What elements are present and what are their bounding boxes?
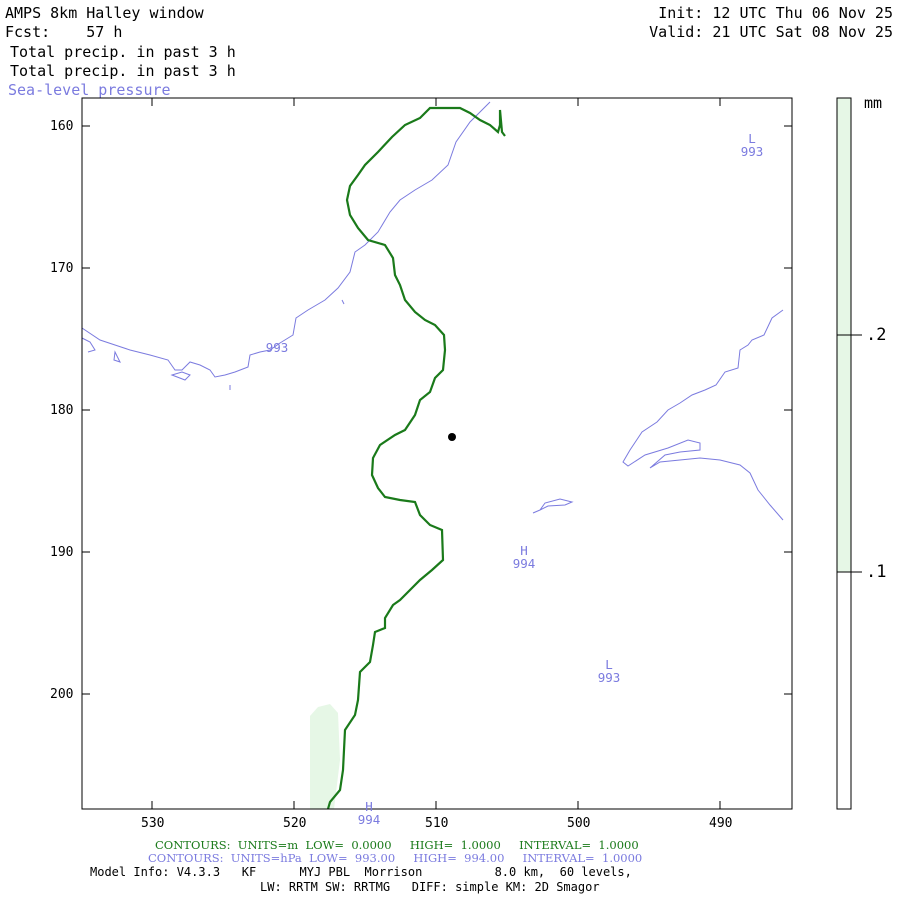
x-axis-ticks xyxy=(151,98,721,809)
y-tick-label: 190 xyxy=(50,545,74,560)
contours-pressure-info: CONTOURS: UNITS=hPa LOW= 993.00 HIGH= 99… xyxy=(148,851,643,865)
y-axis-ticks xyxy=(82,125,792,695)
legend-unit: mm xyxy=(864,94,883,112)
contours-green-info: CONTOURS: UNITS=m LOW= 0.0000 HIGH= 1.00… xyxy=(155,838,639,852)
field-label-pressure: Sea-level pressure xyxy=(8,81,171,99)
precip-shading xyxy=(310,704,340,809)
legend-fill-upper xyxy=(836,97,852,336)
x-tick-label: 500 xyxy=(567,816,591,831)
y-tick-label: 170 xyxy=(50,261,74,276)
legend-fill-middle xyxy=(836,334,852,573)
pressure-label-high: H 994 xyxy=(512,543,536,571)
x-tick-label: 510 xyxy=(425,816,449,831)
forecast-hour: Fcst: 57 h xyxy=(5,23,123,41)
pressure-contours xyxy=(81,101,784,521)
pressure-label-low: L 993 xyxy=(740,131,764,159)
init-time: Init: 12 UTC Thu 06 Nov 25 xyxy=(658,4,893,22)
legend-label: .2 xyxy=(866,325,887,345)
pressure-label-high: H 994 xyxy=(357,799,381,827)
y-tick-label: 200 xyxy=(50,687,74,702)
valid-time: Valid: 21 UTC Sat 08 Nov 25 xyxy=(649,23,893,41)
legend-fill-lower xyxy=(836,571,852,810)
model-info: Model Info: V4.3.3 KF MYJ PBL Morrison 8… xyxy=(90,865,632,879)
y-tick-label: 160 xyxy=(50,119,74,134)
legend-label: .1 xyxy=(866,562,887,582)
field-label-1: Total precip. in past 3 h xyxy=(10,43,236,61)
map-title: AMPS 8km Halley window xyxy=(5,4,204,22)
pressure-label-value: 993 xyxy=(265,340,289,355)
y-tick-label: 180 xyxy=(50,403,74,418)
field-label-2: Total precip. in past 3 h xyxy=(10,62,236,80)
x-tick-label: 520 xyxy=(283,816,307,831)
model-info-2: LW: RRTM SW: RRTMG DIFF: simple KM: 2D S… xyxy=(260,880,600,894)
station-marker-icon xyxy=(448,433,456,441)
pressure-label-low: L 993 xyxy=(597,657,621,685)
x-tick-label: 490 xyxy=(709,816,733,831)
green-contour-line xyxy=(326,106,506,810)
map-frame xyxy=(81,97,793,810)
x-tick-label: 530 xyxy=(141,816,165,831)
